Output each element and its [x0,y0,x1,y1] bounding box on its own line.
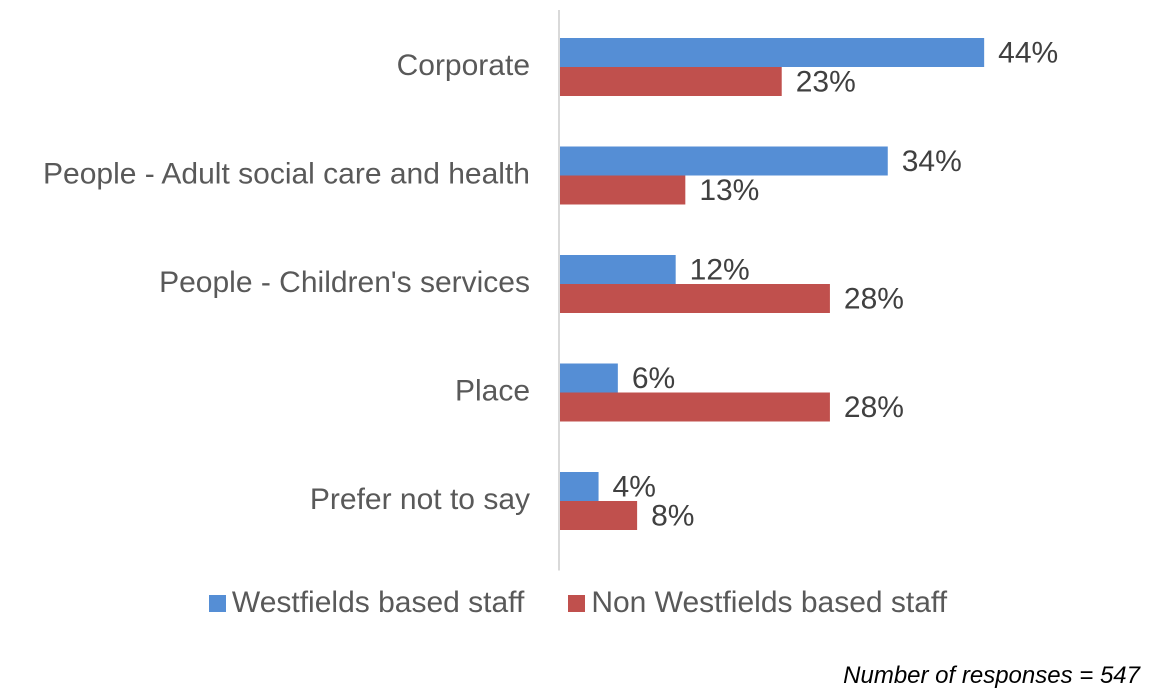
bar-non-westfields [560,501,638,530]
value-label-non-westfields: 28% [844,391,904,424]
category-labels-group: Corporate People - Adult social care and … [43,49,530,516]
value-label-westfields: 34% [902,145,962,178]
value-label-non-westfields: 28% [844,282,904,315]
bar-westfields [560,472,599,501]
bar-chart: Corporate People - Adult social care and … [43,10,1059,571]
category-label: People - Adult social care and health [43,157,530,190]
legend-swatch-westfields [208,594,226,612]
value-labels-group: 44% 23% 34% 13% 12% 28% 6% 28% 4%8% [613,36,1059,532]
value-label-westfields: 6% [632,362,675,395]
bars-group [560,38,985,530]
legend-label-non-westfields: Non Westfields based staff [591,586,948,619]
category-label: Place [455,374,530,407]
legend-label-westfields: Westfields based staff [231,586,525,619]
legend-item-westfields: Westfields based staff [208,586,525,620]
bar-non-westfields [560,284,830,313]
bar-non-westfields [560,175,686,205]
legend: Westfields based staff Non Westfields ba… [0,586,1156,620]
category-label: Corporate [397,49,530,82]
bar-westfields [560,255,676,284]
responses-footnote: Number of responses = 547 [843,662,1140,689]
value-label-westfields: 4% [613,470,656,503]
bar-westfields [560,38,985,67]
bar-non-westfields [560,67,782,96]
category-label: Prefer not to say [310,483,530,516]
value-label-westfields: 44% [998,36,1058,69]
bar-westfields [560,146,888,176]
legend-item-non-westfields: Non Westfields based staff [568,586,947,620]
value-label-non-westfields: 23% [796,65,856,98]
legend-swatch-non-westfields [568,594,586,612]
bar-westfields [560,363,618,393]
value-label-non-westfields: 13% [699,174,759,207]
value-label-westfields: 12% [690,253,750,286]
value-label-non-westfields: 8% [651,499,694,532]
category-label: People - Children's services [159,266,530,299]
bar-non-westfields [560,392,830,422]
